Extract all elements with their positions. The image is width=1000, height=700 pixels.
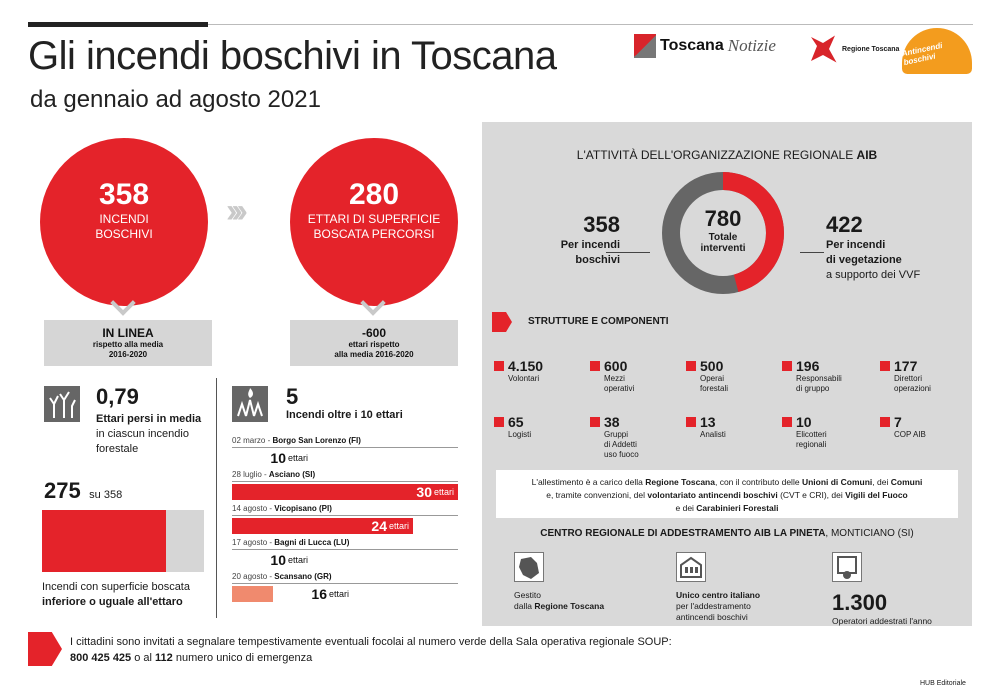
- component-item: 177 Direttori operazioni: [880, 358, 970, 394]
- top-rule: [28, 22, 208, 27]
- fire-unit: ettari: [287, 453, 308, 463]
- red-square-icon: [590, 361, 600, 371]
- fire-unit: ettari: [388, 521, 409, 531]
- over10-value: 5: [286, 384, 299, 409]
- arrows-icon: ›››: [226, 192, 248, 230]
- fire-unit: ettari: [287, 555, 308, 565]
- red-square-icon: [880, 417, 890, 427]
- red-square-icon: [494, 417, 504, 427]
- ratio-bar: [42, 510, 204, 572]
- in-linea-box: IN LINEA rispetto alla media 2016-2020: [44, 320, 212, 366]
- component-item: 196 Responsabili di gruppo: [782, 358, 872, 394]
- footer-marker-icon: [28, 632, 62, 666]
- component-item: 38 Gruppi di Addetti uso fuoco: [590, 414, 680, 460]
- red-square-icon: [782, 417, 792, 427]
- fire-value: 10: [270, 450, 286, 466]
- fire-row: 20 agosto - Scansano (GR) 16 ettari: [232, 572, 458, 602]
- red-square-icon: [782, 361, 792, 371]
- fire-value: 30: [416, 484, 432, 500]
- red-square-icon: [686, 361, 696, 371]
- component-item: 600 Mezzi operativi: [590, 358, 680, 394]
- burnt-tree-icon: [44, 386, 80, 422]
- toscana-notizie-logo: Toscana Notizie: [634, 34, 776, 58]
- panel-left-stat: 358 Per incendi boschivi: [560, 212, 620, 266]
- aib-panel: [482, 122, 972, 626]
- strutture-title: STRUTTURE E COMPONENTI: [528, 316, 669, 327]
- red-square-icon: [590, 417, 600, 427]
- fire-row: 02 marzo - Borgo San Lorenzo (FI) 10 ettar…: [232, 436, 458, 466]
- fire-caption: 20 agosto - Scansano (GR): [232, 572, 458, 584]
- tuscany-map-icon: [514, 552, 544, 582]
- component-item: 65 Logisti: [494, 414, 584, 440]
- fire-unit: ettari: [433, 487, 454, 497]
- component-item: 13 Analisti: [686, 414, 776, 440]
- pegasus-icon: [811, 35, 837, 63]
- component-item: 500 Operai forestali: [686, 358, 776, 394]
- ettari-circle: 280 ETTARI DI SUPERFICIE BOSCATA PERCORS…: [290, 138, 458, 306]
- fire-caption: 02 marzo - Borgo San Lorenzo (FI): [232, 436, 458, 448]
- over10-label: Incendi oltre i 10 ettari: [286, 409, 403, 421]
- centro-title: CENTRO REGIONALE DI ADDESTRAMENTO AIB LA…: [540, 528, 914, 539]
- panel-right-stat: 422 Per incendi di vegetazione a support…: [826, 212, 921, 281]
- fire-bar: 24 ettari: [232, 518, 413, 534]
- fire-value: 10: [270, 552, 286, 568]
- note-box: L'allestimento è a carico della Regione …: [496, 470, 958, 518]
- avg-label: Ettari persi in media in ciascun incendi…: [96, 413, 202, 455]
- page-title: Gli incendi boschivi in Toscana: [28, 34, 557, 78]
- fire-caption: 28 luglio - Asciano (SI): [232, 470, 458, 482]
- panel-title: L'ATTIVITÀ DELL'ORGANIZZAZIONE REGIONALE…: [576, 148, 878, 162]
- incendi-circle: 358 INCENDI BOSCHIVI: [40, 138, 208, 306]
- fire-row: 28 luglio - Asciano (SI) 30 ettari: [232, 470, 458, 500]
- component-item: 4.150 Volontari: [494, 358, 584, 384]
- forest-fire-icon: [232, 386, 268, 422]
- fire-value: 16: [311, 586, 327, 602]
- fire-bar: 10 ettari: [232, 552, 312, 568]
- certificate-icon: [832, 552, 862, 582]
- ratio-header: 275 su 358: [44, 478, 123, 503]
- donut-center: 780 Totale interventi: [700, 206, 746, 254]
- fire-unit: ettari: [328, 589, 349, 599]
- connector-line: [606, 252, 650, 253]
- ratio-bar-fill: [42, 510, 167, 572]
- red-square-icon: [494, 361, 504, 371]
- fire-value: 24: [371, 518, 387, 534]
- interventi-donut: [662, 172, 784, 294]
- red-square-icon: [686, 417, 696, 427]
- component-item: 7 COP AIB: [880, 414, 970, 440]
- fire-caption: 14 agosto - Vicopisano (PI): [232, 504, 458, 516]
- column-separator: [216, 378, 217, 618]
- footer-text: I cittadini sono invitati a segnalare te…: [70, 636, 672, 664]
- centro-unico: Unico centro italiano per l'addestrament…: [676, 590, 761, 622]
- centro-operatori: 1.300 Operatori addestrati l'anno: [832, 590, 932, 626]
- regione-toscana-logo: Regione Toscana: [808, 34, 899, 64]
- red-square-icon: [880, 361, 890, 371]
- component-item: 10 Elicotteri regionali: [782, 414, 872, 450]
- strutture-marker-icon: [492, 312, 512, 332]
- fire-row: 14 agosto - Vicopisano (PI) 24 ettari: [232, 504, 458, 534]
- tn-mark-icon: [634, 34, 656, 58]
- fire-bar: 10 ettari: [232, 450, 312, 466]
- top-line: [208, 24, 973, 25]
- credit: HUB Editoriale: [920, 680, 966, 687]
- fire-bar: 16 ettari: [232, 586, 353, 602]
- fire-bar: 30 ettari: [232, 484, 458, 500]
- avg-value: 0,79: [96, 384, 139, 409]
- connector-line: [800, 252, 824, 253]
- aib-logo: Antincendi boschivi: [901, 28, 972, 74]
- page-subtitle: da gennaio ad agosto 2021: [30, 86, 321, 113]
- ratio-label: Incendi con superficie boscata inferiore…: [42, 581, 190, 608]
- fire-caption: 17 agosto - Bagni di Lucca (LU): [232, 538, 458, 550]
- fire-row: 17 agosto - Bagni di Lucca (LU) 10 ettari: [232, 538, 458, 568]
- building-icon: [676, 552, 706, 582]
- minus600-box: -600 ettari rispetto alla media 2016-202…: [290, 320, 458, 366]
- centro-gestito: Gestito dalla Regione Toscana: [514, 590, 605, 611]
